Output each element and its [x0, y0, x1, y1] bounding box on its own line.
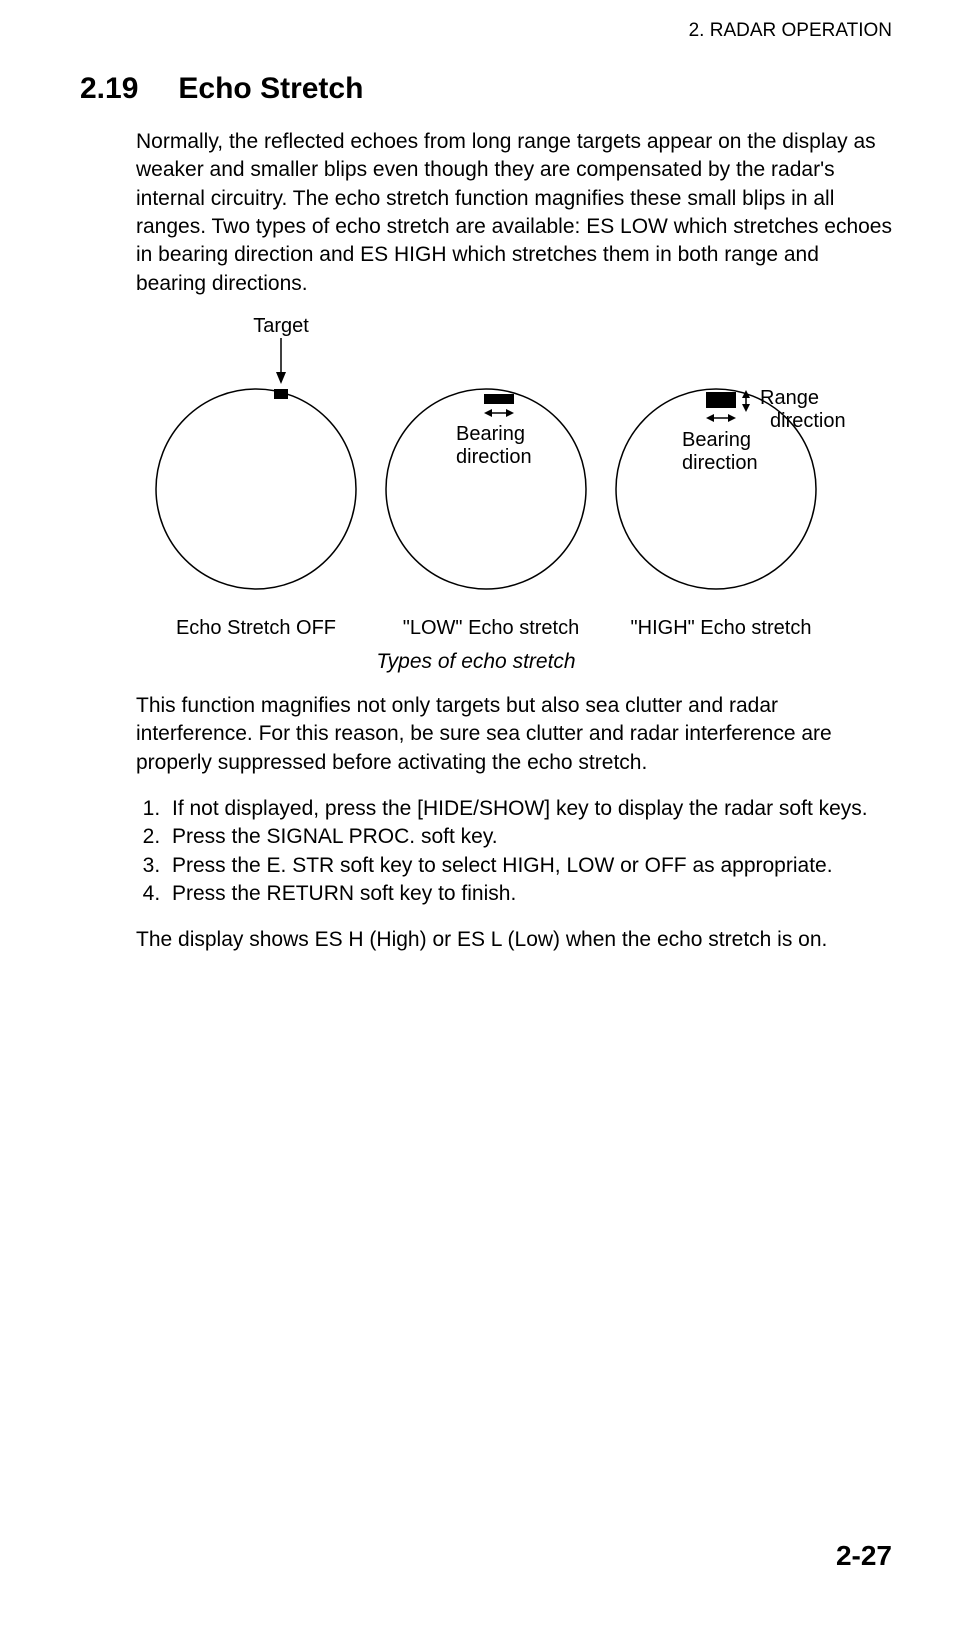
caption-high: "HIGH" Echo stretch [606, 617, 836, 640]
caption-low: "LOW" Echo stretch [376, 617, 606, 640]
circle-off [156, 389, 356, 589]
figure-caption: Types of echo stretch [136, 650, 816, 674]
paragraph-1: Normally, the reflected echoes from long… [136, 128, 892, 298]
arrow-down-icon [276, 372, 286, 384]
circle-low [386, 389, 586, 589]
section-title-text: Echo Stretch [178, 72, 363, 105]
target-blip-low [484, 394, 514, 404]
bearing-label-high: Bearing [682, 429, 751, 451]
section-number: 2.19 [80, 72, 138, 106]
target-label: Target [253, 315, 309, 337]
caption-off: Echo Stretch OFF [136, 617, 376, 640]
step-3: Press the E. STR soft key to select HIGH… [166, 852, 892, 880]
bearing-label-low: Bearing [456, 423, 525, 445]
chapter-header: 2. RADAR OPERATION [80, 20, 892, 42]
target-blip-high [706, 392, 736, 408]
step-4: Press the RETURN soft key to finish. [166, 880, 892, 908]
page-number: 2-27 [836, 1540, 892, 1572]
paragraph-2: This function magnifies not only targets… [136, 692, 892, 777]
step-1: If not displayed, press the [HIDE/SHOW] … [166, 795, 892, 823]
direction-label-high-1: direction [770, 410, 846, 432]
paragraph-3: The display shows ES H (High) or ES L (L… [136, 926, 892, 954]
section-heading: 2.19 Echo Stretch [80, 72, 892, 106]
steps-list: If not displayed, press the [HIDE/SHOW] … [136, 795, 892, 908]
direction-label-high-2: direction [682, 452, 758, 474]
step-2: Press the SIGNAL PROC. soft key. [166, 823, 892, 851]
target-blip-off [274, 389, 288, 399]
range-label-high: Range [760, 387, 819, 409]
direction-label-low: direction [456, 446, 532, 468]
echo-stretch-diagram: Target Bearing direction [136, 314, 892, 640]
